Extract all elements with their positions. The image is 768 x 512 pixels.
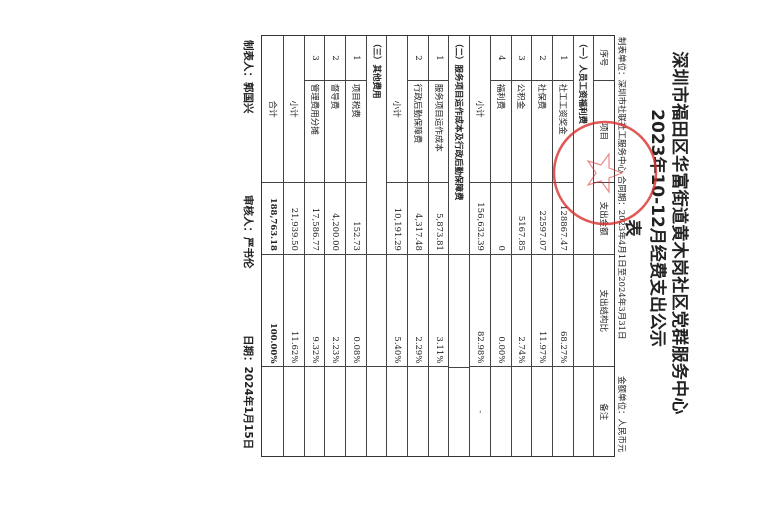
cell-seq: （二）服务项目运作成本及行政后勤保障费: [453, 39, 464, 201]
cell-amount: 152.73: [346, 183, 366, 255]
cell-item: 服务项目运作成本: [428, 80, 449, 184]
cell-amount: 5167.85: [511, 183, 532, 255]
cell-remark: [574, 367, 594, 456]
cell-amount: [366, 183, 387, 255]
cell-remark: [262, 367, 283, 456]
cell-ratio: 82.98%: [470, 254, 490, 368]
cell-item: 社保费: [532, 80, 552, 184]
cell-remark: [429, 367, 449, 456]
cell-amount: 188,763.18: [262, 183, 283, 255]
seal-star-icon: [586, 152, 624, 194]
cell-seq: 4: [490, 36, 511, 81]
cell-remark: [284, 367, 304, 456]
cell-ratio: 68.27%: [552, 254, 573, 368]
table-row: 4 福利费 0 0.00%: [489, 36, 511, 456]
cell-amount: 5,873.81: [428, 183, 449, 255]
cell-item: 管理费用分摊: [304, 80, 325, 184]
table-row: 1 项目税费 152.73 0.08%: [345, 36, 366, 456]
table-row: 1 社工工资奖金 128867.47 68.27%: [551, 36, 573, 456]
cell-ratio: 11.62%: [284, 254, 304, 368]
table-row: 3 管理费用分摊 17,586.77 9.32%: [303, 36, 325, 456]
table-row: 2 督导费 4,200.00 2.23%: [324, 36, 346, 456]
header-ratio: 支出结构比: [594, 254, 614, 368]
table-row: 2 社保费 22597.07 11.97%: [531, 36, 552, 456]
cell-seq: （三）其他费用: [370, 39, 381, 99]
cell-remark: [367, 367, 387, 456]
table-row: 2 行政后勤保障费 4,317.48 2.29%: [407, 36, 428, 456]
cell-item: 行政后勤保障费: [408, 80, 428, 184]
cell-remark: [408, 367, 428, 456]
cell-ratio: [366, 254, 387, 368]
section-row: （一）人员工资福利费: [572, 36, 594, 456]
cell-ratio: [573, 254, 594, 368]
header-remark: 备注: [598, 403, 609, 421]
cell-seq: 2: [408, 36, 428, 81]
cell-ratio: 3.11%: [428, 254, 449, 368]
header-seq: 序号: [594, 36, 614, 81]
cell-amount: 10,191.29: [387, 183, 408, 255]
cell-seq: 小计: [470, 36, 490, 184]
cell-remark: [491, 367, 511, 456]
cell-remark: [450, 368, 470, 456]
date-label: 日期：2024年1月15日: [242, 335, 254, 450]
reviewer-signature: 审核人：严书伦: [242, 195, 254, 269]
cell-seq: 合计: [262, 36, 283, 184]
cell-amount: 0: [490, 183, 511, 255]
currency-unit: 金额单位：人民币元: [616, 376, 626, 453]
table-header-row: 序号 项目 支出金额 支出结构比 备注: [593, 36, 614, 456]
official-seal-stamp: [552, 120, 658, 226]
cell-seq: 小计: [284, 36, 304, 184]
cell-ratio: 11.97%: [532, 254, 552, 368]
expense-table: 序号 项目 支出金额 支出结构比 备注 （一）人员工资福利费 1 社工工资奖金 128…: [261, 35, 615, 457]
cell-amount: 4,317.48: [408, 183, 428, 255]
title-line-1: 深圳市福田区华富街道黄木岗社区党群服务中心: [669, 51, 689, 415]
cell-ratio: 9.32%: [304, 254, 325, 368]
cell-seq: 1: [346, 36, 366, 81]
total-row: 合计 188,763.18 100.00%: [262, 36, 283, 456]
cell-amount: 156,632.39: [470, 183, 490, 255]
cell-item: 督导费: [325, 80, 346, 184]
cell-ratio: 2.74%: [511, 254, 532, 368]
cell-seq: 3: [511, 36, 532, 81]
cell-seq: 3: [304, 36, 325, 81]
section-row: （三）其他费用: [365, 36, 387, 456]
cell-remark: [512, 367, 532, 456]
cell-remark: -: [475, 410, 486, 414]
cell-ratio: 2.29%: [408, 254, 428, 368]
cell-remark: [305, 367, 325, 456]
cell-ratio: 0.08%: [346, 254, 366, 368]
cell-amount: [449, 184, 470, 256]
cell-remark: [532, 367, 552, 456]
cell-remark: [325, 367, 345, 456]
subtotal-row: 小计 21,939.50 11.62%: [283, 36, 304, 456]
cell-seq: 1: [552, 36, 573, 81]
cell-seq: 2: [325, 36, 346, 81]
maker-signature: 制表人：郭国兴: [242, 40, 254, 114]
table-row: 3 公积金 5167.85 2.74%: [510, 36, 532, 456]
cell-seq: 小计: [387, 36, 408, 184]
cell-ratio: 5.40%: [387, 254, 408, 368]
section-row: （二）服务项目运作成本及行政后勤保障费: [448, 36, 470, 456]
cell-seq: 1: [428, 36, 449, 81]
cell-remark: [553, 367, 573, 456]
table-row: 1 服务项目运作成本 5,873.81 3.11%: [427, 36, 449, 456]
cell-amount: 4,200.00: [325, 183, 346, 255]
cell-amount: 21,939.50: [284, 183, 304, 255]
cell-ratio: [449, 255, 470, 368]
cell-ratio: 2.23%: [325, 254, 346, 368]
subtotal-row: 小计 156,632.39 82.98% -: [469, 36, 490, 456]
cell-amount: 17,586.77: [304, 183, 325, 255]
cell-ratio: 100.00%: [262, 254, 283, 368]
cell-item: 项目税费: [346, 80, 366, 184]
seal-ring: [552, 120, 658, 226]
cell-ratio: 0.00%: [490, 254, 511, 368]
cell-seq: 2: [532, 36, 552, 81]
subtotal-row: 小计 10,191.29 5.40%: [386, 36, 408, 456]
cell-item: 福利费: [490, 80, 511, 184]
cell-amount: 22597.07: [532, 183, 552, 255]
cell-item: 公积金: [511, 80, 532, 184]
cell-remark: [346, 367, 366, 456]
cell-remark: [387, 367, 407, 456]
